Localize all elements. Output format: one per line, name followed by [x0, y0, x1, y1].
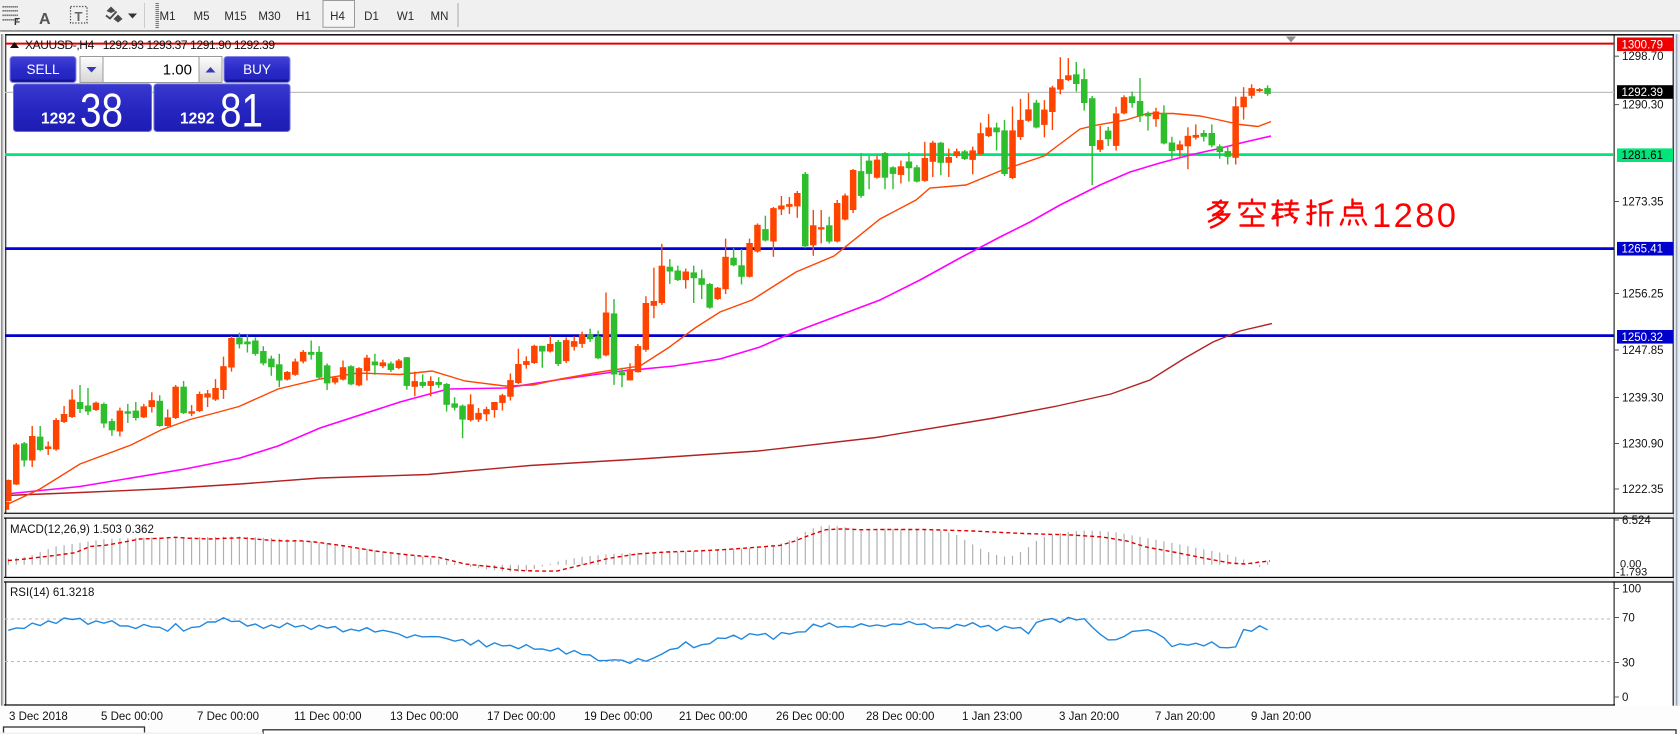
svg-text:1280: 1280 [1372, 197, 1458, 235]
svg-text:1292: 1292 [180, 111, 214, 128]
svg-text:W1: W1 [397, 11, 414, 23]
svg-text:0: 0 [1622, 692, 1628, 704]
svg-text:M30: M30 [258, 11, 280, 23]
svg-text:7 Dec 00:00: 7 Dec 00:00 [197, 711, 259, 723]
svg-text:26 Dec 00:00: 26 Dec 00:00 [776, 711, 844, 723]
svg-text:M5: M5 [194, 11, 210, 23]
svg-text:70: 70 [1622, 613, 1635, 625]
svg-text:1.00: 1.00 [163, 62, 192, 79]
svg-text:81: 81 [220, 84, 263, 137]
svg-text:3 Jan 20:00: 3 Jan 20:00 [1059, 711, 1119, 723]
svg-text:19 Dec 00:00: 19 Dec 00:00 [584, 711, 652, 723]
svg-text:1222.35: 1222.35 [1622, 484, 1664, 496]
svg-text:H4: H4 [330, 11, 345, 23]
svg-text:M1: M1 [160, 11, 176, 23]
svg-text:MACD(12,26,9) 1.503 0.362: MACD(12,26,9) 1.503 0.362 [10, 524, 154, 536]
svg-text:28 Dec 00:00: 28 Dec 00:00 [866, 711, 934, 723]
svg-text:XAUUSD-,H4 1292.93 1293.37 1: XAUUSD-,H4 1292.93 1293.37 1291.90 1292.… [25, 38, 275, 52]
svg-text:D1: D1 [364, 11, 379, 23]
svg-text:7 Jan 20:00: 7 Jan 20:00 [1155, 711, 1215, 723]
svg-text:5 Dec 00:00: 5 Dec 00:00 [101, 711, 163, 723]
svg-text:1 Jan 23:00: 1 Jan 23:00 [962, 711, 1022, 723]
svg-text:100: 100 [1622, 584, 1641, 596]
svg-text:0.00: 0.00 [1620, 559, 1641, 571]
svg-text:1239.30: 1239.30 [1622, 393, 1664, 405]
svg-text:1247.85: 1247.85 [1622, 345, 1664, 357]
svg-text:-1.793: -1.793 [1616, 567, 1647, 579]
svg-text:38: 38 [80, 84, 123, 137]
svg-text:1273.35: 1273.35 [1622, 197, 1664, 209]
svg-text:SELL: SELL [26, 62, 60, 77]
svg-text:BUY: BUY [243, 62, 271, 77]
svg-text:A: A [39, 11, 51, 28]
svg-text:11 Dec 00:00: 11 Dec 00:00 [294, 711, 362, 723]
svg-text:1292.39: 1292.39 [1622, 87, 1664, 99]
svg-text:1256.25: 1256.25 [1622, 289, 1664, 301]
svg-text:1250.32: 1250.32 [1622, 332, 1664, 344]
svg-text:9 Jan 20:00: 9 Jan 20:00 [1251, 711, 1311, 723]
svg-text:T: T [75, 9, 83, 24]
svg-text:1292: 1292 [41, 111, 75, 128]
svg-text:1281.61: 1281.61 [1622, 150, 1664, 162]
svg-text:MN: MN [431, 11, 449, 23]
svg-text:1300.79: 1300.79 [1622, 39, 1664, 51]
svg-text:F: F [14, 17, 20, 28]
svg-text:1265.41: 1265.41 [1622, 244, 1664, 256]
svg-text:6.524: 6.524 [1622, 515, 1651, 527]
svg-text:1290.30: 1290.30 [1622, 100, 1664, 112]
svg-text:1298.70: 1298.70 [1622, 51, 1664, 63]
svg-text:17 Dec 00:00: 17 Dec 00:00 [487, 711, 555, 723]
svg-text:H1: H1 [296, 11, 311, 23]
svg-text:1230.90: 1230.90 [1622, 439, 1664, 451]
svg-text:3 Dec 2018: 3 Dec 2018 [9, 711, 68, 723]
svg-text:M15: M15 [224, 11, 246, 23]
svg-text:21 Dec 00:00: 21 Dec 00:00 [679, 711, 747, 723]
svg-text:30: 30 [1622, 658, 1635, 670]
svg-text:RSI(14) 61.3218: RSI(14) 61.3218 [10, 587, 94, 599]
svg-text:13 Dec 00:00: 13 Dec 00:00 [390, 711, 458, 723]
